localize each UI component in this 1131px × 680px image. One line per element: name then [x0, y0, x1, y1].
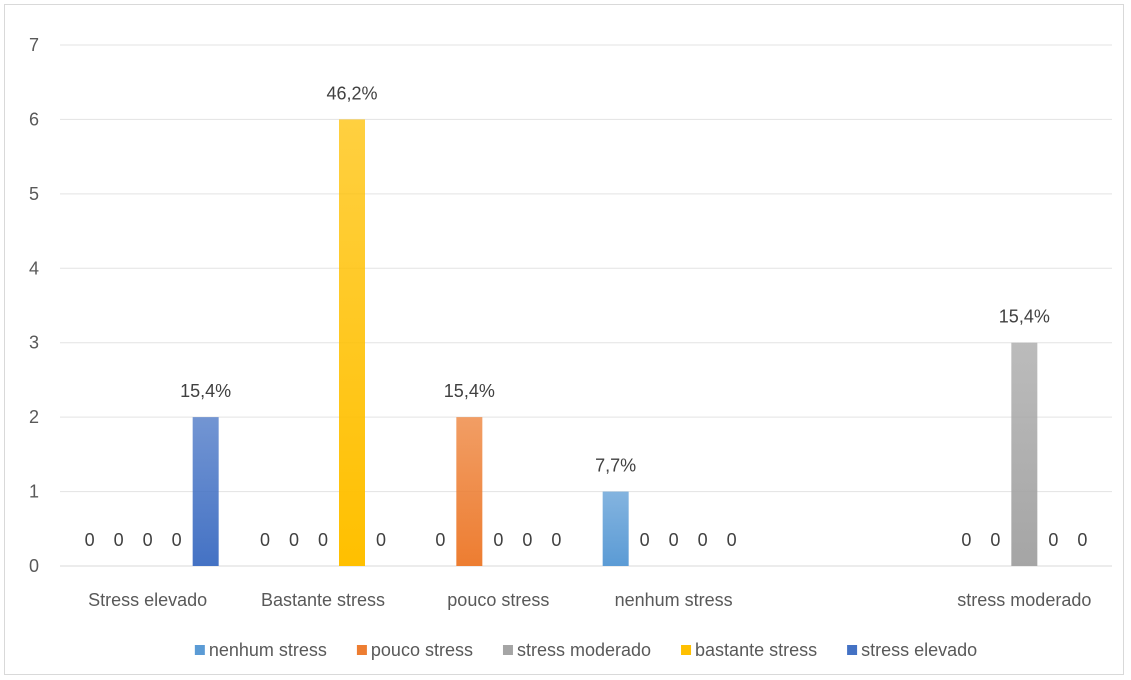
y-axis-ticks: 0 1 2 3 4 5 6 7	[29, 35, 39, 576]
data-label: 0	[551, 530, 561, 550]
data-label: 0	[114, 530, 124, 550]
data-label: 0	[435, 530, 445, 550]
legend-label: bastante stress	[695, 640, 817, 660]
legend: nenhum stress pouco stress stress moderado…	[194, 640, 977, 660]
legend-swatch	[194, 645, 205, 655]
x-category-label: pouco stress	[447, 590, 549, 610]
bars	[192, 119, 1038, 566]
chart-frame	[4, 4, 1124, 675]
legend-swatch	[847, 645, 858, 655]
legend-label: nenhum stress	[209, 640, 327, 660]
data-label: 15,4%	[999, 307, 1050, 327]
legend-label: stress moderado	[517, 640, 651, 660]
legend-swatch	[502, 645, 513, 655]
y-tick-label: 4	[29, 258, 39, 278]
bar-bastante-stress	[339, 119, 365, 566]
y-tick-label: 7	[29, 35, 39, 55]
data-label: 0	[669, 530, 679, 550]
data-labels: 0 0 0 015,4%0 0 046,2%0 015,4%0 0 07,7%0 0 0 0 0 015,…	[85, 83, 1088, 550]
data-label: 0	[289, 530, 299, 550]
bar-stress-elevado	[192, 417, 219, 566]
data-label: 0	[961, 530, 971, 550]
y-tick-label: 1	[29, 482, 39, 502]
bar-stress-moderado	[1011, 342, 1038, 566]
bar-nenhum-stress	[602, 491, 629, 566]
data-label: 0	[640, 530, 650, 550]
legend-label: pouco stress	[371, 640, 473, 660]
data-label: 0	[85, 530, 95, 550]
data-label: 15,4%	[444, 381, 495, 401]
data-label: 0	[727, 530, 737, 550]
data-label: 0	[260, 530, 270, 550]
gridlines	[60, 44, 1112, 567]
data-label: 0	[1077, 530, 1087, 550]
data-label: 0	[143, 530, 153, 550]
legend-label: stress elevado	[861, 640, 977, 660]
data-label: 0	[376, 530, 386, 550]
y-tick-label: 0	[29, 556, 39, 576]
data-label: 46,2%	[326, 83, 377, 103]
data-label: 15,4%	[180, 381, 231, 401]
x-category-label: stress moderado	[957, 590, 1091, 610]
x-axis-categories: Stress elevado Bastante stress pouco stres…	[88, 590, 1091, 610]
data-label: 0	[522, 530, 532, 550]
x-category-label: Stress elevado	[88, 590, 207, 610]
data-label: 0	[172, 530, 182, 550]
data-label: 0	[698, 530, 708, 550]
legend-swatch	[681, 645, 692, 655]
x-category-label: nenhum stress	[615, 590, 733, 610]
y-tick-label: 6	[29, 109, 39, 129]
data-label: 0	[493, 530, 503, 550]
y-tick-label: 5	[29, 184, 39, 204]
data-label: 7,7%	[595, 456, 636, 476]
data-label: 0	[990, 530, 1000, 550]
legend-swatch	[356, 645, 367, 655]
data-label: 0	[318, 530, 328, 550]
y-tick-label: 3	[29, 333, 39, 353]
data-label: 0	[1048, 530, 1058, 550]
bar-pouco-stress	[456, 417, 483, 566]
x-category-label: Bastante stress	[261, 590, 385, 610]
y-tick-label: 2	[29, 407, 39, 427]
